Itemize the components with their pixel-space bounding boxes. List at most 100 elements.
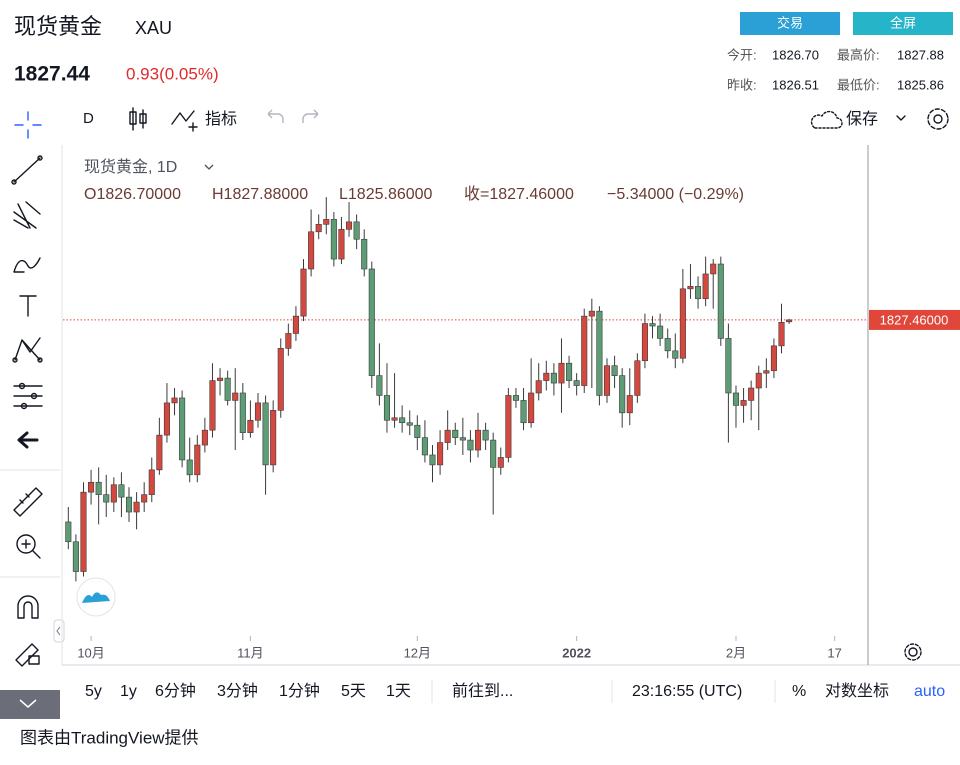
candle-body bbox=[467, 439, 474, 451]
range-button[interactable]: 1分钟 bbox=[279, 682, 320, 700]
candle-body bbox=[437, 442, 444, 466]
candle-body bbox=[330, 219, 337, 260]
plot-area: 10月 11月 12月 2022 2月 17 1827.46000 bbox=[63, 197, 960, 660]
clock: 23:16:55 (UTC) bbox=[632, 683, 742, 700]
candle-body bbox=[285, 333, 292, 349]
candle-body bbox=[679, 288, 686, 359]
instrument-name: 现货黄金 bbox=[14, 14, 102, 39]
x-tick-label: 2月 bbox=[726, 645, 746, 660]
candle-body bbox=[649, 323, 656, 327]
candle-body bbox=[201, 429, 208, 446]
legend-low: L1825.86000 bbox=[339, 186, 433, 203]
candle-body bbox=[262, 402, 269, 466]
candle-body bbox=[232, 392, 239, 401]
candle-body bbox=[543, 372, 550, 381]
cloud-icon[interactable] bbox=[810, 110, 843, 129]
undo-redo[interactable] bbox=[267, 109, 319, 123]
candle-body bbox=[209, 380, 216, 431]
candle-body bbox=[346, 221, 353, 230]
range-buttons: 5y 1y 6分钟 3分钟 1分钟 5天 1天 bbox=[85, 682, 411, 700]
legend-symbol: 现货黄金, 1D bbox=[84, 158, 177, 176]
candle-body bbox=[528, 392, 535, 424]
range-button[interactable]: 1天 bbox=[386, 683, 411, 700]
candle-body bbox=[611, 365, 618, 376]
candle-body bbox=[270, 410, 277, 466]
candle-body bbox=[194, 444, 201, 476]
logo-mark[interactable] bbox=[82, 592, 110, 603]
trade-button[interactable] bbox=[740, 12, 840, 35]
candle-body bbox=[452, 429, 459, 438]
range-button[interactable]: 5天 bbox=[341, 683, 366, 700]
candle-body bbox=[429, 454, 436, 466]
x-tick-label: 10月 bbox=[77, 645, 104, 660]
fullscreen-button-label[interactable]: 全屏 bbox=[890, 15, 916, 30]
candle-body bbox=[361, 238, 368, 270]
candle-body bbox=[391, 417, 398, 421]
trade-button-label[interactable]: 交易 bbox=[777, 15, 803, 30]
interval[interactable]: D bbox=[83, 110, 94, 127]
candle-body bbox=[80, 491, 87, 572]
fullscreen-button[interactable] bbox=[853, 12, 953, 35]
x-tick-label: 17 bbox=[827, 645, 841, 660]
indicators-icon[interactable] bbox=[171, 110, 198, 132]
candle-body bbox=[110, 484, 117, 503]
candle-body bbox=[573, 380, 580, 386]
candle-body bbox=[748, 387, 755, 401]
candle-body bbox=[619, 375, 626, 414]
candle-body bbox=[399, 417, 406, 424]
save-button[interactable]: 保存 bbox=[846, 110, 878, 128]
candle-body bbox=[474, 429, 482, 451]
drawing-tools[interactable] bbox=[11, 111, 43, 667]
settings-icon[interactable] bbox=[927, 108, 949, 130]
candle-body bbox=[444, 429, 451, 443]
candle-body bbox=[505, 395, 512, 458]
auto-toggle[interactable]: auto bbox=[914, 683, 945, 700]
percent-toggle[interactable]: % bbox=[792, 683, 806, 700]
candle-body bbox=[103, 494, 110, 503]
range-button[interactable]: 5y bbox=[85, 683, 102, 700]
stat-label: 最低价: bbox=[837, 77, 880, 92]
stat-value: 1825.86 bbox=[897, 77, 944, 92]
candle-body bbox=[710, 263, 717, 275]
candle-body bbox=[179, 397, 186, 461]
indicators-button[interactable]: 指标 bbox=[205, 110, 237, 128]
save-menu[interactable] bbox=[896, 115, 906, 121]
candle-body bbox=[588, 310, 595, 317]
collapse-icon[interactable] bbox=[19, 699, 37, 708]
candle-body bbox=[406, 422, 413, 426]
legend-menu[interactable] bbox=[204, 164, 214, 170]
candle-body bbox=[383, 395, 391, 421]
log-toggle[interactable]: 对数坐标 bbox=[825, 682, 889, 700]
chart-style-icon[interactable] bbox=[129, 107, 147, 131]
candle-body bbox=[163, 402, 170, 436]
candle-body bbox=[323, 219, 330, 225]
candle-body bbox=[300, 268, 307, 317]
range-button[interactable]: 3分钟 bbox=[217, 682, 258, 700]
panel-handle-icon[interactable] bbox=[56, 626, 61, 636]
range-button[interactable]: 1y bbox=[120, 683, 137, 700]
candle-body bbox=[148, 469, 155, 495]
candle-body bbox=[763, 370, 770, 374]
stat-label: 今开: bbox=[727, 47, 757, 62]
candle-body bbox=[315, 224, 322, 233]
stat-value: 1826.51 bbox=[772, 77, 819, 92]
range-button[interactable]: 6分钟 bbox=[155, 682, 196, 700]
candle-body bbox=[292, 315, 299, 334]
instrument-symbol: XAU bbox=[135, 18, 172, 38]
candle-body bbox=[566, 362, 573, 381]
candle-body bbox=[702, 273, 709, 300]
candle-body bbox=[277, 348, 284, 411]
candle-body bbox=[581, 315, 588, 386]
stat-value: 1827.88 bbox=[897, 47, 944, 62]
candle-body bbox=[186, 459, 193, 476]
candle-body bbox=[641, 323, 648, 362]
candle-body bbox=[368, 268, 375, 376]
stat-value: 1826.70 bbox=[772, 47, 819, 62]
axis-settings[interactable] bbox=[904, 643, 922, 661]
stat-label: 最高价: bbox=[837, 47, 880, 62]
candle-body bbox=[156, 434, 163, 471]
goto-button[interactable]: 前往到... bbox=[452, 682, 513, 700]
candle-body bbox=[497, 457, 504, 468]
x-tick-label: 11月 bbox=[237, 645, 264, 660]
